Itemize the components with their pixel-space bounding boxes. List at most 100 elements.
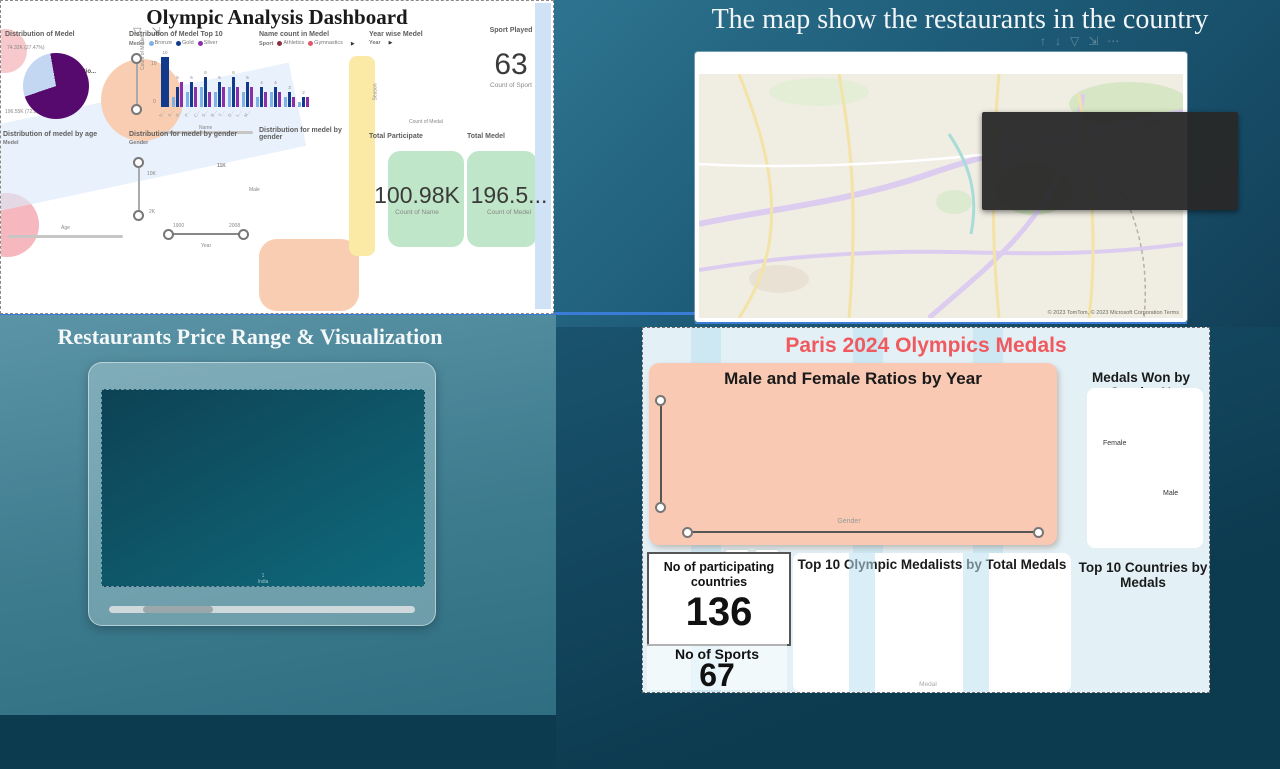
bar[interactable] <box>204 77 207 107</box>
legend-items[interactable]: Athletics Gymnastics <box>277 40 347 48</box>
range-slider-vertical[interactable] <box>131 53 142 115</box>
bar[interactable] <box>250 87 253 107</box>
ratio-area-chart[interactable] <box>689 397 1041 505</box>
bar[interactable] <box>284 97 287 107</box>
arrow-down-icon[interactable]: ↓ <box>1055 34 1070 48</box>
countries-card[interactable]: No of participating countries 136 <box>647 552 791 646</box>
legend-item[interactable]: Gold <box>176 40 194 46</box>
bar-group[interactable]: 4 <box>256 55 267 107</box>
card-value: 100.98K <box>374 182 460 208</box>
bar[interactable] <box>260 87 263 107</box>
horizontal-scrollbar[interactable] <box>109 606 415 613</box>
top10-bars[interactable]: 10 5 5 6 5 6 5 4 4 3 2 <box>161 50 309 107</box>
gender-donut-chart[interactable] <box>1082 405 1208 531</box>
legend-item[interactable]: Athletics <box>277 40 304 46</box>
bar[interactable] <box>242 92 245 107</box>
price-bars[interactable] <box>106 396 420 552</box>
decor-stripe <box>963 553 989 692</box>
scrollbar[interactable] <box>161 131 253 134</box>
gender-line-chart[interactable] <box>163 159 247 221</box>
legend-item[interactable]: Silver <box>197 40 217 46</box>
bar[interactable] <box>186 92 189 107</box>
bar[interactable] <box>218 82 221 107</box>
bar[interactable] <box>278 92 281 107</box>
bar[interactable] <box>194 87 197 107</box>
focus-mode-icon[interactable]: ⇲ <box>151 26 171 38</box>
bar[interactable] <box>270 92 273 107</box>
bar-group[interactable]: 5 <box>172 55 183 107</box>
decor-rect <box>388 151 464 247</box>
chart-legend: Medel <box>3 140 127 146</box>
medalists-panel: Top 10 Olympic Medalists by Total Medals… <box>793 553 1071 692</box>
legend-more-arrow[interactable]: ▶ <box>388 40 393 46</box>
legend-more-arrow[interactable]: ▶ <box>350 40 355 47</box>
chart-title: Distribution of Medel Top 10 <box>129 31 223 38</box>
bar[interactable] <box>176 87 179 107</box>
donut-label-female: Female <box>1103 440 1127 447</box>
bar-label: 6 <box>232 70 235 75</box>
map-tooltip <box>982 112 1238 210</box>
sports-card[interactable]: No of Sports 67 <box>647 644 787 691</box>
more-options-icon[interactable]: ⋯ <box>170 26 192 38</box>
bar[interactable] <box>161 57 169 107</box>
medalists-bars[interactable] <box>803 588 1061 670</box>
bar[interactable] <box>288 92 291 107</box>
bar-group[interactable]: 4 <box>270 55 281 107</box>
bar-group[interactable]: 3 <box>284 55 295 107</box>
bar[interactable] <box>228 87 231 107</box>
pie-chart[interactable] <box>23 53 89 119</box>
bar[interactable] <box>180 82 183 107</box>
bar[interactable] <box>208 92 211 107</box>
scrollbar[interactable] <box>7 235 123 238</box>
filter-icon[interactable]: ▽ <box>1070 34 1089 48</box>
bar[interactable] <box>256 97 259 107</box>
bar[interactable] <box>232 77 235 107</box>
name-table-heading: Distribution for medel by gender <box>259 127 342 141</box>
legend-dot-icon <box>277 40 283 46</box>
bar[interactable] <box>190 82 193 107</box>
range-slider-vertical[interactable] <box>655 395 666 513</box>
more-icon[interactable]: ⋯ <box>1107 34 1129 48</box>
bar[interactable] <box>200 87 203 107</box>
bar-group[interactable]: 6 <box>228 55 239 107</box>
bar[interactable] <box>306 97 309 107</box>
legend-item[interactable]: Gymnastics <box>308 40 343 46</box>
bar[interactable] <box>214 92 217 107</box>
bar-group[interactable]: 2 <box>298 55 309 107</box>
range-slider-vertical[interactable] <box>133 157 144 221</box>
bar-label: 5 <box>190 75 193 80</box>
scrollbar-thumb[interactable] <box>143 606 213 613</box>
bar[interactable] <box>292 97 295 107</box>
bar[interactable] <box>264 92 267 107</box>
bar[interactable] <box>302 97 305 107</box>
bar-label: 6 <box>204 70 207 75</box>
city-legend[interactable] <box>701 56 1183 72</box>
donut-label-male: Male <box>1163 490 1179 497</box>
olympic-dashboard-panel: Olympic Analysis Dashboard ▽⇲⋯ Distribut… <box>0 0 554 314</box>
price-chart-plot[interactable]: 1 India <box>101 389 425 587</box>
yearwise-bars[interactable] <box>375 57 471 105</box>
legend-item[interactable]: Bronze <box>148 40 172 46</box>
bar[interactable] <box>246 82 249 107</box>
filter-icon[interactable]: ▽ <box>133 26 152 38</box>
bar-group[interactable]: 10 <box>161 50 169 107</box>
bar[interactable] <box>298 102 301 107</box>
arrow-up-icon[interactable]: ↑ <box>1040 34 1055 48</box>
bar-group[interactable]: 6 <box>200 55 211 107</box>
range-slider-horizontal[interactable] <box>163 229 249 240</box>
treemap-chart[interactable] <box>259 53 365 137</box>
expand-icon[interactable]: ⇲ <box>1088 34 1108 48</box>
age-chart[interactable] <box>5 157 125 215</box>
price-chart-frame: 1 India <box>88 362 436 626</box>
legend-items[interactable]: Bronze Gold Silver <box>148 40 222 48</box>
bar[interactable] <box>236 87 239 107</box>
bar[interactable] <box>172 97 175 107</box>
bar[interactable] <box>274 87 277 107</box>
card-label: Count of Sport <box>490 82 532 89</box>
bar-group[interactable]: 5 <box>214 55 225 107</box>
bar-group[interactable]: 5 <box>186 55 197 107</box>
bar-group[interactable]: 5 <box>242 55 253 107</box>
bar[interactable] <box>222 87 225 107</box>
range-slider-horizontal[interactable] <box>682 527 1044 538</box>
